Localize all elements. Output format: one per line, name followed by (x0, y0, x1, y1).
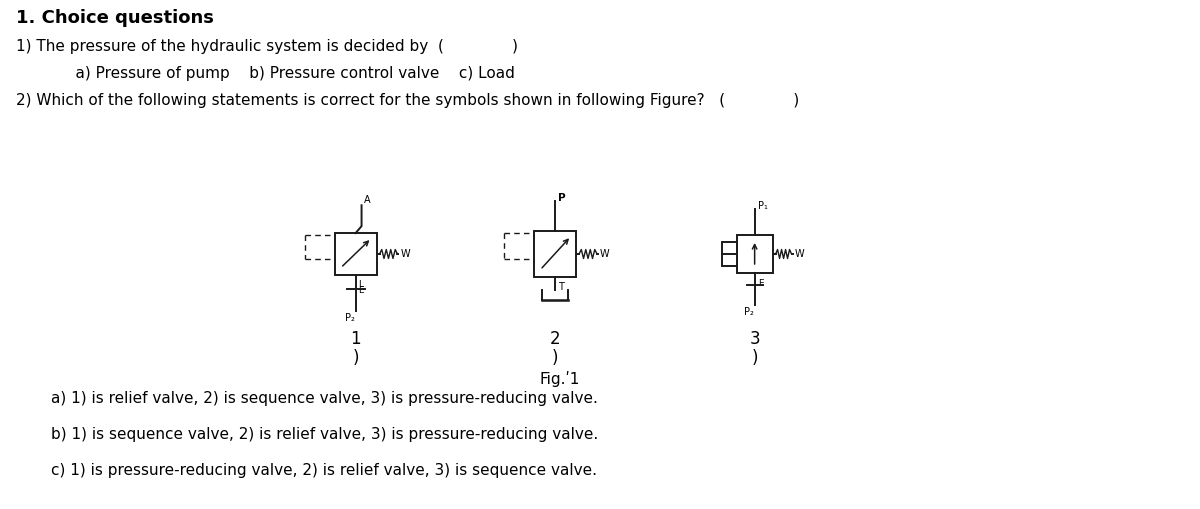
Text: P: P (558, 193, 565, 203)
Text: L: L (359, 279, 364, 288)
Text: ): ) (353, 349, 359, 367)
Text: b) 1) is sequence valve, 2) is relief valve, 3) is pressure-reducing valve.: b) 1) is sequence valve, 2) is relief va… (52, 426, 599, 441)
Text: 1: 1 (350, 329, 361, 347)
Text: P₂: P₂ (744, 306, 754, 316)
Text: Fig.ʹ1: Fig.ʹ1 (540, 371, 581, 387)
Bar (721, 242, 737, 267)
Text: P₁: P₁ (757, 201, 768, 211)
Bar (534, 232, 576, 277)
Text: W: W (600, 248, 610, 259)
Text: W: W (401, 248, 410, 259)
Text: a) 1) is relief valve, 2) is sequence valve, 3) is pressure-reducing valve.: a) 1) is relief valve, 2) is sequence va… (52, 390, 598, 406)
Text: c) 1) is pressure-reducing valve, 2) is relief valve, 3) is sequence valve.: c) 1) is pressure-reducing valve, 2) is … (52, 462, 598, 477)
Text: 1) The pressure of the hydraulic system is decided by  (              ): 1) The pressure of the hydraulic system … (17, 39, 518, 54)
Bar (335, 234, 377, 275)
Text: a) Pressure of pump    b) Pressure control valve    c) Load: a) Pressure of pump b) Pressure control … (56, 66, 515, 81)
Text: W: W (794, 248, 804, 259)
Text: 3: 3 (749, 329, 760, 347)
Text: A: A (364, 195, 370, 205)
Text: T: T (558, 281, 564, 291)
Text: 2: 2 (550, 329, 560, 347)
Text: E: E (359, 285, 364, 294)
Text: ): ) (751, 349, 758, 367)
Text: P₂: P₂ (344, 312, 354, 322)
Text: 1. Choice questions: 1. Choice questions (17, 9, 215, 27)
Text: 2) Which of the following statements is correct for the symbols shown in followi: 2) Which of the following statements is … (17, 93, 799, 108)
Bar (737, 236, 773, 273)
Text: ): ) (552, 349, 558, 367)
Text: E: E (757, 278, 763, 287)
